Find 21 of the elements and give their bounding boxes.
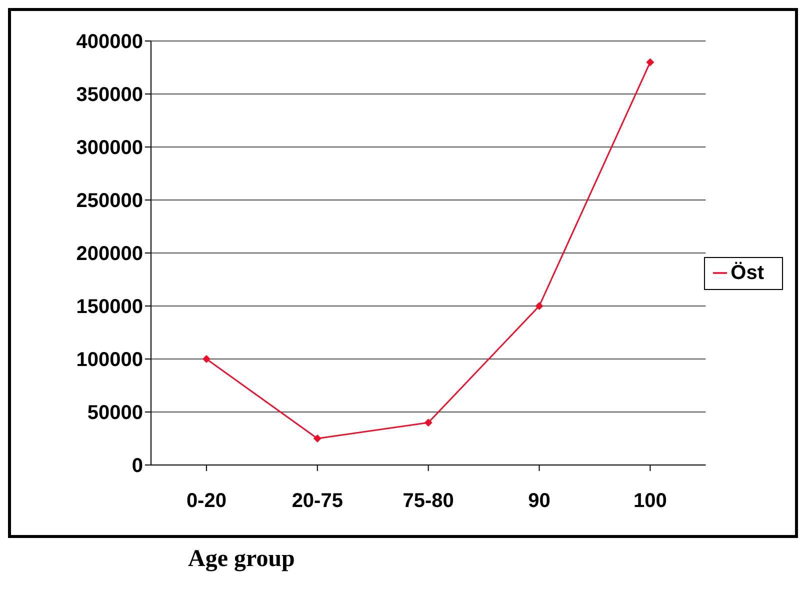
point [646, 58, 654, 66]
y-tick-label: 250000 [76, 190, 143, 212]
x-tick-label: 20-75 [292, 490, 343, 512]
x-axis-title: Age group [188, 546, 296, 573]
y-tick-label: 50000 [87, 402, 143, 424]
y-tick-label: 300000 [76, 137, 143, 160]
x-tick-label: 0-20 [186, 490, 226, 512]
x-tick-label: 90 [528, 490, 550, 512]
y-tick-label: 150000 [76, 296, 143, 318]
point [202, 355, 210, 363]
point [313, 434, 322, 442]
y-tick-label: 200000 [76, 243, 143, 266]
y-tick-label: 400000 [76, 31, 143, 54]
x-tick-label: 100 [634, 490, 667, 512]
point [535, 302, 544, 310]
y-tick-label: 350000 [76, 84, 143, 106]
x-tick-label: 75-80 [402, 490, 454, 512]
point [424, 418, 432, 427]
legend-label: Öst [730, 262, 764, 284]
y-tick-label: 100000 [76, 349, 143, 372]
y-tick-label: 0 [132, 455, 143, 478]
